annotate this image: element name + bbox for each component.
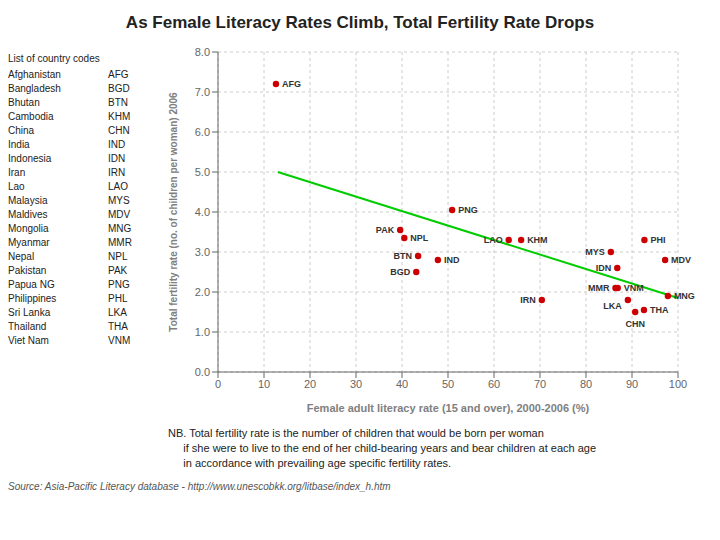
html-text:Viet Nam: Viet Nam — [8, 335, 49, 346]
html-text:China: China — [8, 125, 35, 136]
svg-text:70: 70 — [534, 378, 546, 390]
html-text:BTN: BTN — [108, 97, 128, 108]
svg-text:5.0: 5.0 — [195, 166, 210, 178]
html-text:IDN: IDN — [108, 153, 126, 164]
html-text:THA: THA — [108, 321, 128, 332]
html-text:Afghanistan: Afghanistan — [8, 69, 61, 80]
html-text:Sri Lanka: Sri Lanka — [8, 307, 51, 318]
svg-text:NPL: NPL — [410, 233, 429, 243]
svg-text:0: 0 — [215, 378, 221, 390]
html-text:Myanmar: Myanmar — [8, 237, 50, 248]
html-text:MYS: MYS — [108, 195, 130, 206]
svg-text:IRN: IRN — [520, 295, 536, 305]
svg-text:Female adult literacy rate (15: Female adult literacy rate (15 and over)… — [307, 402, 590, 414]
html-text:IND: IND — [108, 139, 126, 150]
html-text:Cambodia: Cambodia — [8, 111, 54, 122]
svg-text:7.0: 7.0 — [195, 86, 210, 98]
html-text:Papua NG: Papua NG — [8, 279, 55, 290]
html-text:PHL: PHL — [108, 293, 128, 304]
svg-text:8.0: 8.0 — [195, 46, 210, 58]
svg-text:3.0: 3.0 — [195, 246, 210, 258]
html-text:AFG: AFG — [108, 69, 129, 80]
svg-text:IDN: IDN — [596, 263, 612, 273]
html-text:Philippines: Philippines — [8, 293, 57, 304]
html-text:KHM: KHM — [108, 111, 131, 122]
svg-text:VNM: VNM — [624, 283, 644, 293]
html-text:LAO: LAO — [108, 181, 128, 192]
html-text:Maldives: Maldives — [8, 209, 48, 220]
svg-text:PNG: PNG — [458, 205, 478, 215]
html-text:As Female Literacy Rates Climb: As Female Literacy Rates Climb, Total Fe… — [125, 13, 595, 32]
svg-text:6.0: 6.0 — [195, 126, 210, 138]
svg-text:THA: THA — [650, 305, 669, 315]
html-text:Nepal: Nepal — [8, 251, 35, 262]
svg-text:MNG: MNG — [674, 291, 695, 301]
html-text:Bhutan: Bhutan — [8, 97, 40, 108]
html-text:in accordance with prevailing: in accordance with prevailing age specif… — [168, 457, 452, 469]
html-text:PAK: PAK — [108, 265, 128, 276]
svg-text:LKA: LKA — [603, 301, 622, 311]
svg-text:2.0: 2.0 — [195, 286, 210, 298]
svg-text:30: 30 — [350, 378, 362, 390]
svg-text:BTN: BTN — [394, 251, 413, 261]
svg-text:LAO: LAO — [484, 235, 503, 245]
html-text:Source: Asia-Pacific Literacy: Source: Asia-Pacific Literacy database -… — [8, 481, 391, 492]
html-text:Bangladesh: Bangladesh — [8, 83, 61, 94]
svg-text:4.0: 4.0 — [195, 206, 210, 218]
svg-text:80: 80 — [580, 378, 592, 390]
svg-text:40: 40 — [396, 378, 408, 390]
html-text:NB. Total fertility rate is th: NB. Total fertility rate is the number o… — [168, 427, 544, 439]
svg-text:MDV: MDV — [671, 255, 691, 265]
html-text:MMR: MMR — [108, 237, 132, 248]
html-text:Thailand: Thailand — [8, 321, 47, 332]
svg-text:KHM: KHM — [527, 235, 548, 245]
html-text:Pakistan: Pakistan — [8, 265, 47, 276]
html-text:Lao: Lao — [8, 181, 25, 192]
svg-text:60: 60 — [488, 378, 500, 390]
svg-text:PHI: PHI — [650, 235, 665, 245]
html-text:MDV: MDV — [108, 209, 131, 220]
html-text:IRN: IRN — [108, 167, 126, 178]
html-text:Indonesia: Indonesia — [8, 153, 52, 164]
html-text:if she were to live to the end: if she were to live to the end of her ch… — [168, 442, 596, 454]
svg-text:10: 10 — [258, 378, 270, 390]
svg-text:MYS: MYS — [585, 247, 605, 257]
svg-text:100: 100 — [669, 378, 687, 390]
svg-text:50: 50 — [442, 378, 454, 390]
html-text:MNG: MNG — [108, 223, 132, 234]
html-text:LKA: LKA — [108, 307, 127, 318]
svg-text:CHN: CHN — [625, 319, 645, 329]
svg-text:PAK: PAK — [376, 225, 395, 235]
svg-text:AFG: AFG — [282, 79, 301, 89]
svg-text:90: 90 — [626, 378, 638, 390]
html-text:PNG: PNG — [108, 279, 130, 290]
svg-text:1.0: 1.0 — [195, 326, 210, 338]
svg-text:20: 20 — [304, 378, 316, 390]
html-text:BGD: BGD — [108, 83, 130, 94]
html-text:CHN: CHN — [108, 125, 130, 136]
svg-text:0.0: 0.0 — [195, 366, 210, 378]
html-text:List of country codes: List of country codes — [8, 53, 100, 64]
html-text:India: India — [8, 139, 30, 150]
svg-text:IND: IND — [444, 255, 460, 265]
html-text:Iran: Iran — [8, 167, 26, 178]
html-text:Mongolia: Mongolia — [8, 223, 49, 234]
html-text:VNM: VNM — [108, 335, 131, 346]
html-text:NPL: NPL — [108, 251, 128, 262]
svg-text:MMR: MMR — [588, 283, 610, 293]
svg-text:Total fertility rate (no. of c: Total fertility rate (no. of children pe… — [168, 92, 179, 332]
svg-text:BGD: BGD — [390, 267, 411, 277]
html-text:Malaysia: Malaysia — [8, 195, 48, 206]
